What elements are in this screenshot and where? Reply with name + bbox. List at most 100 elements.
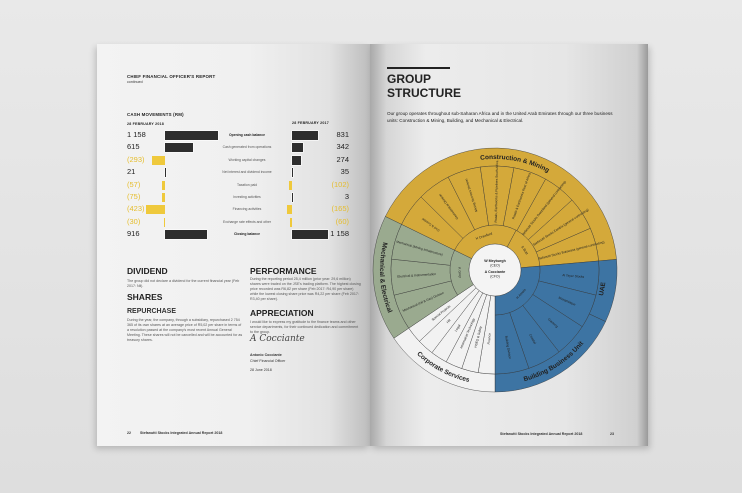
value-2018: (293)	[127, 154, 145, 164]
section-subheader: continued	[127, 80, 143, 84]
unit-label: Mozambique	[558, 296, 577, 307]
value-2017: 3	[344, 192, 349, 201]
business-unit-band-label: UAE	[598, 281, 607, 296]
value-2018: 916	[127, 229, 140, 239]
value-2018: (57)	[127, 179, 141, 189]
value-2017: 831	[336, 130, 349, 139]
row-label: Financing activities	[232, 207, 262, 212]
cash-row: 916 Closing balance 1 158	[97, 229, 370, 241]
performance-heading: PERFORMANCE	[250, 266, 317, 276]
bar-2017	[292, 193, 294, 202]
signatory-date: 28 June 2018	[250, 368, 272, 372]
cash-row: 1 158 Opening cash balance 831	[97, 130, 370, 142]
value-2017: 35	[340, 167, 349, 177]
cash-row: (57) Taxation paid (102)	[97, 180, 370, 192]
performance-text: During the reporting period 25,4 million…	[250, 277, 361, 301]
row-label: Investing activities	[233, 195, 261, 199]
dividend-text: The group did not declare a dividend for…	[127, 279, 240, 288]
manager-label: H Amels	[515, 288, 527, 300]
unit-label: HR	[446, 318, 453, 325]
unit-label: Finance	[487, 333, 492, 345]
repurchase-heading: REPURCHASE	[127, 308, 177, 315]
bar-2018	[165, 131, 218, 140]
bar-2017	[288, 180, 292, 190]
unit-label: Building Division	[504, 336, 512, 360]
bar-2018	[163, 217, 165, 227]
bar-2017	[292, 131, 318, 140]
value-2018: (75)	[127, 192, 141, 201]
bar-2018	[165, 230, 207, 240]
signature: A Cocciante	[250, 334, 305, 344]
unit-label: Legal	[454, 323, 462, 332]
page-number: 22	[127, 431, 131, 435]
signatory-role: Chief Financial Officer	[250, 359, 286, 363]
appreciation-text: I would like to express my gratitude to …	[250, 320, 359, 334]
cash-movements-title: CASH MOVEMENTS (RM)	[127, 112, 184, 117]
column-2018: 28 FEBRUARY 2018	[127, 122, 164, 126]
value-2018: 21	[127, 167, 136, 177]
bar-2018	[161, 193, 165, 202]
title-rule	[387, 67, 450, 69]
bar-2018	[162, 180, 165, 190]
page-number: 23	[610, 432, 614, 436]
bar-2017	[286, 205, 292, 215]
right-page: GROUP STRUCTURE Our group operates throu…	[370, 44, 648, 446]
bar-2017	[292, 155, 301, 165]
value-2017: (102)	[331, 179, 349, 189]
page-title-line1: GROUP	[387, 72, 432, 86]
value-2017: (60)	[335, 216, 349, 226]
dividend-heading: DIVIDEND	[127, 266, 168, 276]
bar-2017	[292, 230, 328, 240]
unit-label: Electrical & Instrumentation	[397, 272, 436, 279]
unit-label: Al Tayer Stocks	[562, 273, 585, 279]
bar-2018	[165, 143, 194, 153]
bar-2018	[145, 205, 165, 215]
unit-label: HSEQ & Safety	[474, 325, 483, 348]
cfo-name: A Cocciante	[485, 270, 506, 274]
value-2018: (423)	[127, 204, 145, 214]
manager-label: H Crawford	[475, 232, 493, 241]
cash-row: (423) Financing activities (165)	[97, 204, 370, 216]
bar-2017	[292, 143, 303, 153]
cash-row: (293) Working capital changes 274	[97, 155, 370, 167]
row-label: Exchange rate effects and other	[222, 219, 271, 224]
manager-label: K Grey	[457, 267, 462, 278]
manager-label: S Botz	[520, 245, 529, 256]
ceo-name: W Meyburgh	[484, 259, 506, 263]
cash-row: (75) Investing activities 3	[97, 192, 370, 204]
left-page: CHIEF FINANCIAL OFFICER'S REPORT continu…	[97, 44, 370, 446]
bar-2018	[165, 168, 167, 178]
value-2017: (165)	[331, 204, 349, 214]
row-label: Taxation paid	[237, 182, 257, 187]
appreciation-heading: APPRECIATION	[250, 308, 314, 318]
value-2018: (30)	[127, 216, 141, 226]
value-2017: 274	[336, 154, 349, 164]
page-title-line2: STRUCTURE	[387, 86, 461, 100]
intro-text: Our group operates throughout sub-Sahara…	[387, 111, 613, 123]
shares-heading: SHARES	[127, 292, 163, 302]
signatory-name: Antonio Cocciante	[250, 353, 282, 357]
row-label: Working capital changes	[228, 157, 266, 162]
value-2018: 1 158	[127, 130, 146, 139]
row-label: Net interest and dividend income	[222, 170, 272, 175]
unit-label: Gauteng	[547, 317, 559, 328]
row-label: Closing balance	[233, 232, 260, 237]
section-header: CHIEF FINANCIAL OFFICER'S REPORT	[127, 74, 216, 79]
column-2017: 28 FEBRUARY 2017	[292, 121, 329, 125]
cash-row: 21 Net interest and dividend income 35	[97, 167, 370, 179]
cash-row: (30) Exchange rate effects and other (60)	[97, 217, 370, 229]
center-circle	[468, 243, 522, 297]
unit-label: Roads, Earthworks & Pipelines South Afri…	[494, 160, 499, 222]
value-2018: 615	[127, 142, 140, 152]
cash-row: 615 Cash generated from operations 342	[97, 142, 370, 154]
unit-label: Coastal	[528, 333, 537, 345]
cfo-role: (CFO)	[490, 274, 499, 278]
row-label: Opening cash balance	[229, 133, 265, 137]
bar-2017	[292, 168, 294, 178]
repurchase-text: During the year, the company, through a …	[127, 318, 243, 342]
value-2017: 342	[336, 142, 349, 152]
ceo-role: (CEO)	[490, 263, 500, 267]
footer-title: Stefanutti Stocks Integrated Annual Repo…	[140, 431, 223, 435]
row-label: Cash generated from operations	[222, 145, 272, 150]
